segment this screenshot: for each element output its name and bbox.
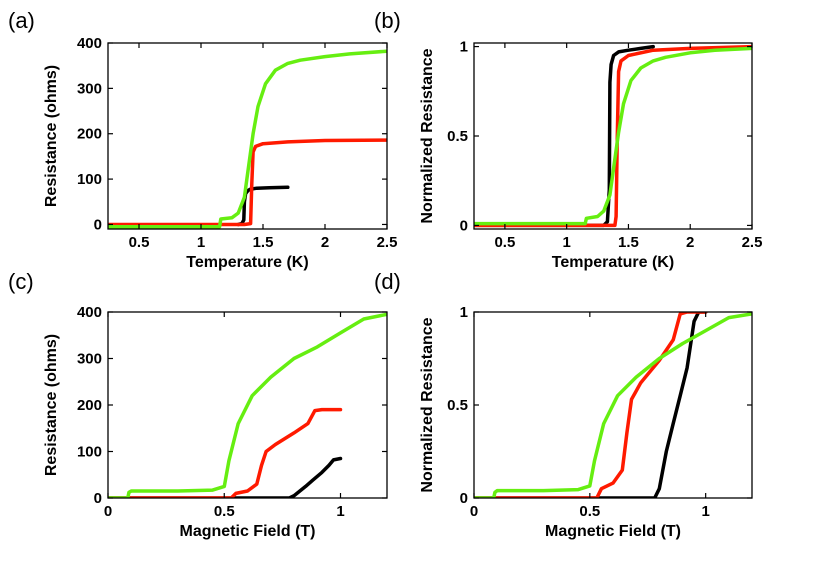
series-line-red: [474, 312, 708, 498]
y-tick-label: 0.5: [447, 397, 468, 414]
y-tick-label: 1: [460, 304, 468, 321]
y-tick-label: 100: [77, 171, 102, 188]
x-tick-label: 0: [104, 503, 112, 520]
y-tick-label: 400: [77, 35, 102, 52]
x-tick-label: 0.5: [129, 234, 150, 251]
y-axis-label: Normalized Resistance: [419, 317, 436, 492]
panel-label: (a): [8, 8, 35, 33]
x-axis-label: Magnetic Field (T): [180, 523, 316, 540]
series-line-green: [108, 312, 387, 498]
series-line-red: [108, 138, 387, 227]
x-axis-label: Magnetic Field (T): [545, 523, 681, 540]
plot-area: [474, 312, 752, 498]
panel-b: 0.5 1 1.5 2 2.5 0 0.5 1 Temperature (K) Normalize…: [374, 8, 762, 271]
panel-d: 0 0.5 1 0 0.5 1 Magnetic Field (T) Normalized R…: [374, 269, 753, 540]
series-line-green: [474, 46, 752, 226]
x-tick-label: 1: [336, 503, 344, 520]
axes-box: [473, 42, 753, 230]
y-tick-label: 300: [77, 351, 102, 368]
y-tick-label: 1: [460, 39, 468, 56]
series-line-green: [108, 49, 387, 229]
plot-area: [108, 49, 387, 229]
y-tick-label: 0: [94, 490, 102, 507]
x-tick-label: 0: [470, 503, 478, 520]
y-axis-label: Resistance (ohms): [43, 334, 60, 476]
y-tick-label: 300: [77, 80, 102, 97]
panel-c: 0 0.5 1 0 100 200 300 400 Magnetic Field (T) Resi…: [8, 269, 388, 540]
series-line-black: [108, 456, 343, 498]
x-tick-label: 1.5: [618, 234, 639, 251]
x-axis-label: Temperature (K): [186, 254, 308, 271]
series-line-black: [474, 312, 708, 498]
x-tick-label: 1.5: [253, 234, 274, 251]
x-tick-label: 1: [562, 234, 570, 251]
panel-a: 0.5 1 1.5 2 2.5 0 100 200 300 400 Temperature (K) R…: [8, 8, 397, 271]
x-tick-label: 2.5: [377, 234, 398, 251]
series-line-black: [474, 44, 655, 228]
x-tick-label: 0.5: [579, 503, 600, 520]
x-tick-label: 1: [701, 503, 709, 520]
y-axis-label: Resistance (ohms): [43, 65, 60, 207]
series-line-red: [108, 407, 343, 498]
x-tick-label: 2: [321, 234, 329, 251]
y-tick-label: 0.5: [447, 128, 468, 145]
y-tick-label: 400: [77, 304, 102, 321]
y-tick-label: 0: [460, 490, 468, 507]
x-tick-label: 2.5: [742, 234, 763, 251]
x-tick-label: 1: [197, 234, 205, 251]
y-axis-label: Normalized Resistance: [419, 48, 436, 223]
y-tick-label: 200: [77, 126, 102, 143]
y-tick-label: 0: [94, 216, 102, 233]
panel-label: (b): [374, 8, 401, 33]
y-tick-label: 100: [77, 444, 102, 461]
plot-area: [474, 44, 752, 228]
series-line-red: [474, 44, 752, 228]
x-axis-label: Temperature (K): [552, 254, 674, 271]
y-tick-label: 200: [77, 397, 102, 414]
x-tick-label: 0.5: [494, 234, 515, 251]
panel-label: (c): [8, 269, 34, 294]
axes-box: [107, 42, 388, 230]
y-tick-label: 0: [460, 217, 468, 234]
panel-label: (d): [374, 269, 401, 294]
x-tick-label: 2: [686, 234, 694, 251]
plot-area: [108, 312, 387, 498]
x-tick-label: 0.5: [214, 503, 235, 520]
series-line-green: [474, 312, 752, 498]
